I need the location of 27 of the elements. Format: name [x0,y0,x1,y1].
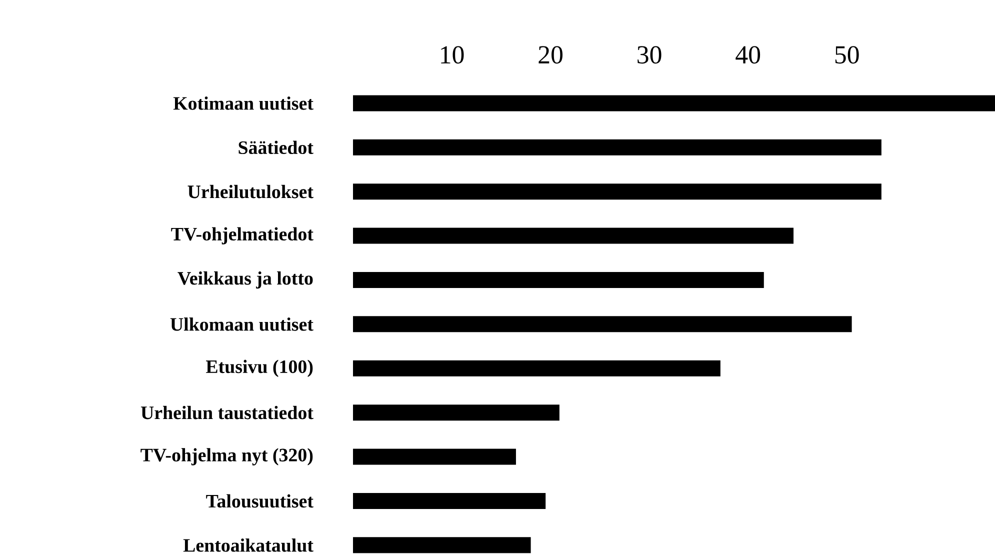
bar [353,492,546,509]
y-tick-label: Ulkomaan uutiset [170,318,314,331]
y-tick-label: Säätiedot [238,140,314,154]
y-tick-label: Veikkaus ja lotto [178,271,313,289]
x-tick-label: 40 [736,46,760,64]
y-tick-label: Talousuutiset [206,494,314,508]
y-tick-label: Urheilutulokset [188,184,314,198]
y-tick-label: Etusivu (100) [206,360,313,377]
y-tick-label: Urheilun taustatiedot [140,406,314,420]
bar [353,360,720,376]
y-tick-label: Kotimaan uutiset [173,96,314,110]
bar [353,404,560,421]
x-tick-label: 10 [441,46,464,64]
bar [353,228,794,244]
bar [353,95,995,112]
x-tick-label: 20 [538,46,563,64]
y-tick-label: TV-ohjelmatiedot [171,227,314,244]
y-tick-label: TV-ohjelma nyt (320) [140,448,313,466]
bar [353,537,531,554]
x-tick-label: 50 [835,46,859,64]
bar [353,448,516,465]
y-tick-label: Lentoaikataulut [183,538,314,552]
bar [353,272,764,288]
bar [353,184,882,200]
x-tick-label: 30 [638,46,662,64]
bar [353,139,882,156]
bar [353,316,852,332]
